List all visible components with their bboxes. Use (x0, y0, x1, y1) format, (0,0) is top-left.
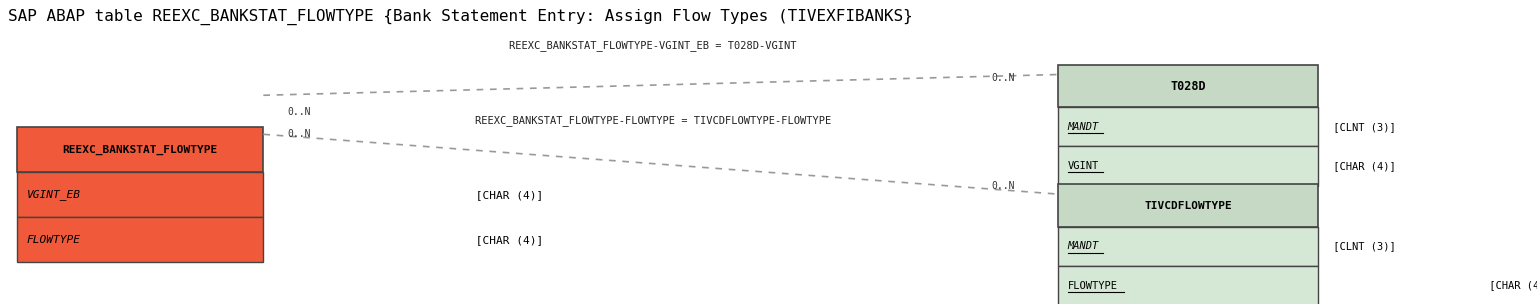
Text: [CLNT (3)]: [CLNT (3)] (1326, 122, 1396, 132)
Text: FLOWTYPE: FLOWTYPE (26, 235, 80, 245)
Text: [CHAR (4)]: [CHAR (4)] (469, 235, 544, 245)
Bar (17, 217, 263, 262)
Text: VGINT: VGINT (1068, 161, 1099, 171)
Text: MANDT: MANDT (1068, 122, 1099, 132)
Text: 0..N: 0..N (287, 107, 310, 117)
Text: REEXC_BANKSTAT_FLOWTYPE: REEXC_BANKSTAT_FLOWTYPE (63, 144, 218, 155)
Text: 0..N: 0..N (991, 73, 1014, 83)
Bar (17, 172, 263, 217)
Text: [CHAR (4)]: [CHAR (4)] (1483, 281, 1537, 291)
Text: 0..N: 0..N (991, 181, 1014, 191)
Bar (1059, 108, 1317, 147)
Text: [CLNT (3)]: [CLNT (3)] (1326, 241, 1396, 251)
Bar (1059, 65, 1317, 108)
Text: [CHAR (4)]: [CHAR (4)] (469, 190, 544, 200)
Text: SAP ABAP table REEXC_BANKSTAT_FLOWTYPE {Bank Statement Entry: Assign Flow Types : SAP ABAP table REEXC_BANKSTAT_FLOWTYPE {… (8, 9, 913, 25)
Bar (1059, 184, 1317, 227)
Text: REEXC_BANKSTAT_FLOWTYPE-VGINT_EB = T028D-VGINT: REEXC_BANKSTAT_FLOWTYPE-VGINT_EB = T028D… (509, 40, 796, 51)
Text: TIVCDFLOWTYPE: TIVCDFLOWTYPE (1144, 201, 1233, 211)
Bar (1059, 147, 1317, 185)
Text: FLOWTYPE: FLOWTYPE (1068, 281, 1117, 291)
Text: REEXC_BANKSTAT_FLOWTYPE-FLOWTYPE = TIVCDFLOWTYPE-FLOWTYPE: REEXC_BANKSTAT_FLOWTYPE-FLOWTYPE = TIVCD… (475, 116, 832, 126)
Text: 0..N: 0..N (287, 129, 310, 139)
Bar (1059, 227, 1317, 266)
Bar (17, 127, 263, 172)
Text: MANDT: MANDT (1068, 241, 1099, 251)
Text: T028D: T028D (1170, 80, 1207, 93)
Bar (1059, 266, 1317, 304)
Text: VGINT_EB: VGINT_EB (26, 189, 80, 200)
Text: [CHAR (4)]: [CHAR (4)] (1326, 161, 1396, 171)
